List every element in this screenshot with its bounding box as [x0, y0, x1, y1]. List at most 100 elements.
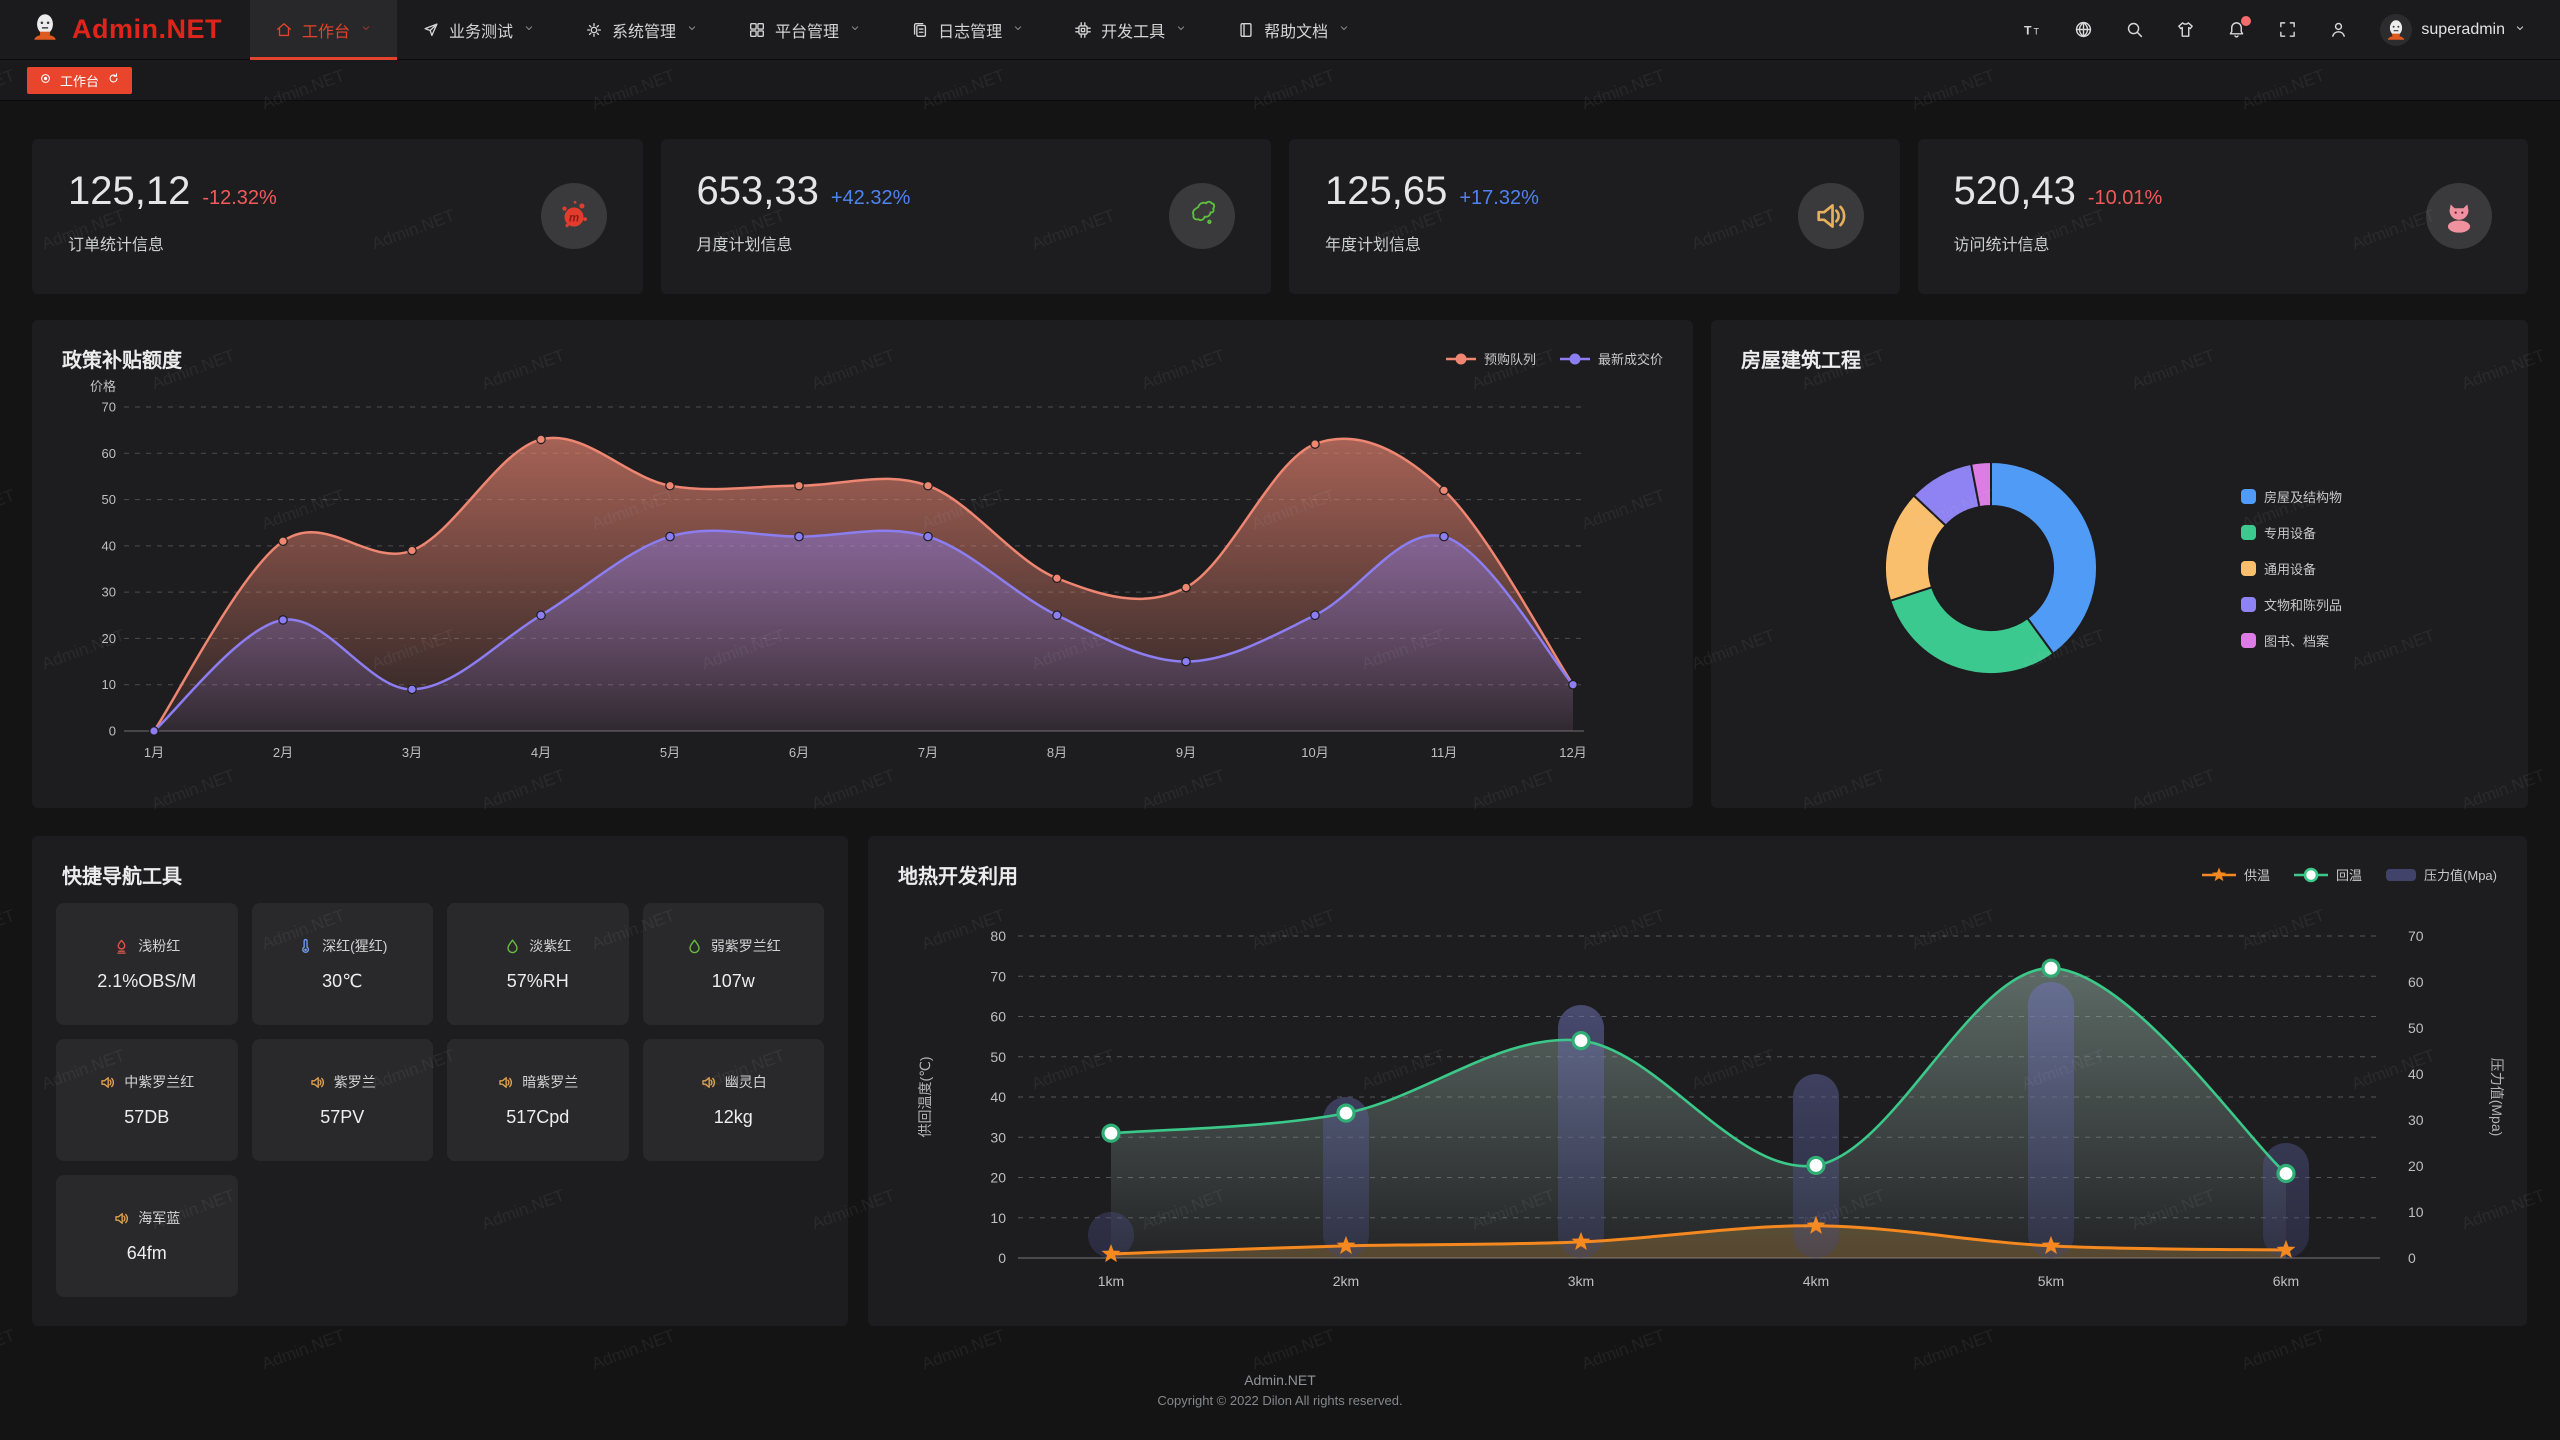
- svg-text:6km: 6km: [2273, 1273, 2299, 1289]
- profile-icon[interactable]: [2329, 20, 2348, 39]
- notification-bell-icon-glyph: [2230, 22, 2244, 38]
- panel-title-subsidy: 政策补贴额度: [62, 350, 182, 372]
- svg-text:40: 40: [2408, 1066, 2424, 1082]
- menu-item-3[interactable]: 系统管理: [560, 0, 723, 60]
- log-icon: [913, 22, 927, 37]
- chevron-down-icon: [688, 25, 696, 30]
- menu-item-5[interactable]: 日志管理: [886, 0, 1049, 60]
- svg-text:3km: 3km: [1568, 1273, 1594, 1289]
- stat-label: 年度计划信息: [1325, 237, 1422, 254]
- quick-nav-grid: 浅粉红 2.1%OBS/M 深红(猩红) 30℃ 淡紫红 57%RH 弱紫罗兰红 10…: [32, 889, 848, 1297]
- quick-nav-card-4[interactable]: 弱紫罗兰红 107w: [642, 903, 824, 1025]
- svg-text:60: 60: [990, 1009, 1006, 1025]
- grid-icon: [750, 22, 765, 37]
- menu-item-2[interactable]: 业务测试: [397, 0, 560, 60]
- footer-title: Admin.NET: [1244, 1372, 1316, 1388]
- avatar: [2380, 13, 2413, 46]
- chevron-down-icon: [1014, 25, 1022, 30]
- menu-item-6[interactable]: 开发工具: [1049, 0, 1212, 60]
- quick-nav-card-7[interactable]: 暗紫罗兰 517Cpd: [447, 1039, 629, 1161]
- svg-text:3月: 3月: [402, 745, 422, 760]
- svg-text:0: 0: [2408, 1250, 2416, 1266]
- legend-通用设备[interactable]: 通用设备: [2241, 559, 2342, 578]
- svg-text:T: T: [2024, 23, 2032, 37]
- fullscreen-icon-glyph: [2280, 22, 2296, 37]
- quick-card-value: 107w: [711, 971, 755, 991]
- quick-nav-panel: 快捷导航工具 浅粉红 2.1%OBS/M 深红(猩红) 30℃ 淡紫红 57%RH 弱…: [32, 836, 848, 1326]
- quick-nav-card-5[interactable]: 中紫罗兰红 57DB: [56, 1039, 238, 1161]
- legend-回温[interactable]: 回温: [2294, 865, 2362, 884]
- logo-mascot-icon: [28, 10, 62, 49]
- svg-text:70: 70: [2408, 928, 2424, 944]
- speaker-icon: [702, 1076, 715, 1088]
- quick-card-value: 30℃: [322, 971, 363, 991]
- refresh-icon[interactable]: [107, 72, 120, 88]
- quick-nav-card-3[interactable]: 淡紫红 57%RH: [447, 903, 629, 1025]
- legend-文物和陈列品[interactable]: 文物和陈列品: [2241, 595, 2342, 614]
- svg-text:30: 30: [102, 585, 116, 600]
- svg-text:80: 80: [990, 928, 1006, 944]
- quick-nav-card-2[interactable]: 深红(猩红) 30℃: [251, 903, 433, 1025]
- fire-icon: [117, 939, 126, 954]
- notification-bell-icon[interactable]: [2227, 16, 2252, 39]
- svg-text:8月: 8月: [1047, 745, 1067, 760]
- legend-预购队列[interactable]: 预购队列: [1445, 349, 1536, 368]
- chevron-down-icon: [1340, 25, 1348, 30]
- subsidy-area-chart: 0 10 20 30 40 50 60 70 价格 1月 2月 3月 4月 5月 6月 7月 8月 9月 10月 11…: [90, 379, 1587, 760]
- quick-nav-card-9[interactable]: 海军蓝 64fm: [56, 1175, 238, 1297]
- quick-nav-card-8[interactable]: 幽灵白 12kg: [642, 1039, 824, 1161]
- quick-card-name: 暗紫罗兰: [522, 1074, 579, 1090]
- svg-text:60: 60: [102, 446, 116, 461]
- quick-card-name: 紫罗兰: [333, 1074, 376, 1090]
- speaker-icon: [311, 1076, 324, 1088]
- quick-card-value: 64fm: [126, 1243, 167, 1263]
- svg-text:0: 0: [998, 1250, 1006, 1266]
- legend-最新成交价[interactable]: 最新成交价: [1559, 349, 1663, 368]
- workbench-content: 125,12 -12.32% 订单统计信息 m 653,33 +42.32% 月度计划…: [0, 139, 2560, 1411]
- menu-item-4[interactable]: 平台管理: [723, 0, 886, 60]
- svg-text:12月: 12月: [1559, 745, 1586, 760]
- page-footer: Admin.NET Copyright © 2022 Dilon All rig…: [32, 1370, 2528, 1411]
- main-menu: 工作台 业务测试 系统管理 平台管理 日志管理 开发工具 帮助文档: [250, 0, 1375, 60]
- svg-text:1km: 1km: [1098, 1273, 1124, 1289]
- stat-delta: -10.01%: [2087, 187, 2163, 209]
- svg-text:40: 40: [102, 538, 116, 553]
- theme-icon[interactable]: [2176, 20, 2195, 39]
- quick-card-name: 弱紫罗兰红: [710, 938, 781, 954]
- user-menu[interactable]: superadmin: [2380, 13, 2526, 46]
- quick-nav-card-6[interactable]: 紫罗兰 57PV: [251, 1039, 433, 1161]
- legend-压力值(Mpa)[interactable]: 压力值(Mpa): [2386, 865, 2497, 884]
- search-icon[interactable]: [2125, 20, 2144, 39]
- tab-bar: 工作台: [0, 60, 2560, 101]
- menu-item-7[interactable]: 帮助文档: [1212, 0, 1375, 60]
- legend-供温[interactable]: 供温: [2202, 865, 2270, 884]
- subsidy-chart-legend: 预购队列 最新成交价: [1445, 349, 1663, 368]
- svg-text:50: 50: [102, 492, 116, 507]
- legend-房屋及结构物[interactable]: 房屋及结构物: [2241, 487, 2342, 506]
- quick-card-value: 57PV: [320, 1107, 365, 1127]
- svg-text:7月: 7月: [918, 745, 938, 760]
- notification-badge: [2241, 16, 2252, 26]
- speaker-icon: [499, 1076, 513, 1088]
- svg-text:50: 50: [990, 1049, 1006, 1065]
- quick-nav-card-1[interactable]: 浅粉红 2.1%OBS/M: [56, 903, 238, 1025]
- stat-delta: -12.32%: [202, 187, 277, 209]
- fullscreen-icon[interactable]: [2278, 20, 2297, 39]
- stat-label: 订单统计信息: [68, 237, 165, 254]
- language-icon[interactable]: [2074, 20, 2093, 39]
- refresh-glyph: [109, 73, 118, 83]
- legend-专用设备[interactable]: 专用设备: [2241, 523, 2342, 542]
- username: superadmin: [2421, 20, 2505, 38]
- tab-workbench[interactable]: 工作台: [27, 66, 133, 94]
- stat-card-4: 520,43 -10.01% 访问统计信息: [1917, 139, 2528, 294]
- stat-label: 访问统计信息: [1953, 237, 2050, 254]
- menu-item-1[interactable]: 工作台: [250, 0, 398, 60]
- app-logo[interactable]: Admin.NET: [0, 10, 250, 49]
- legend-图书、档案[interactable]: 图书、档案: [2241, 631, 2342, 650]
- drop-icon: [507, 939, 518, 953]
- book-icon: [1240, 22, 1252, 37]
- chevron-down-icon: [851, 25, 859, 30]
- chevron-down-icon: [2516, 25, 2524, 30]
- stat-card-1: 125,12 -12.32% 订单统计信息 m: [32, 139, 643, 294]
